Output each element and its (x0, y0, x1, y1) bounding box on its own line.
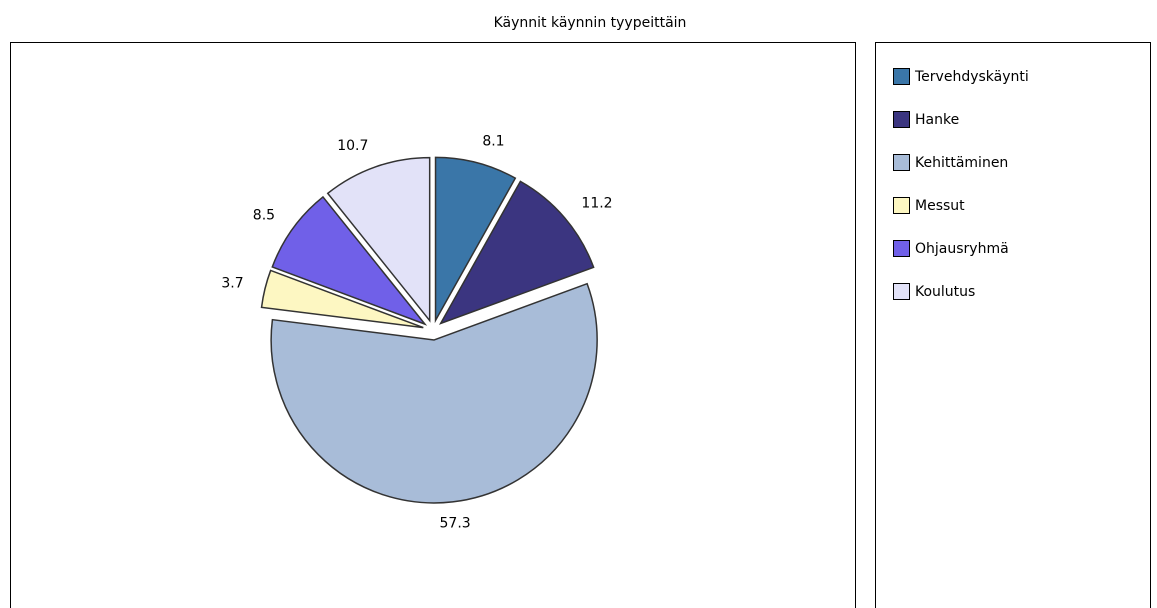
legend-label: Koulutus (915, 284, 975, 300)
legend-swatch (893, 154, 910, 171)
pie-slice (438, 180, 595, 325)
pie-slice (260, 269, 424, 329)
pie-slice (271, 195, 428, 326)
data-label: 8.1 (482, 133, 504, 149)
plot-frame (10, 42, 856, 608)
data-label: 11.2 (581, 196, 612, 212)
data-label: 3.7 (221, 275, 243, 291)
pie-slice (326, 156, 431, 323)
legend-label: Hanke (915, 112, 959, 128)
data-label: 8.5 (253, 208, 275, 224)
legend-frame (875, 42, 1151, 608)
legend-label: Ohjausryhmä (915, 241, 1009, 257)
pie-slice (270, 282, 598, 504)
legend-label: Messut (915, 198, 965, 214)
pie-slice (434, 156, 517, 324)
chart-title: Käynnit käynnin tyypeittäin (494, 15, 687, 31)
legend-swatch (893, 283, 910, 300)
legend-swatch (893, 197, 910, 214)
legend-swatch (893, 240, 910, 257)
data-label: 57.3 (440, 516, 471, 532)
legend-swatch (893, 68, 910, 85)
legend-label: Kehittäminen (915, 155, 1008, 171)
legend-swatch (893, 111, 910, 128)
legend-label: Tervehdyskäynti (914, 69, 1029, 85)
data-label: 10.7 (337, 138, 368, 154)
